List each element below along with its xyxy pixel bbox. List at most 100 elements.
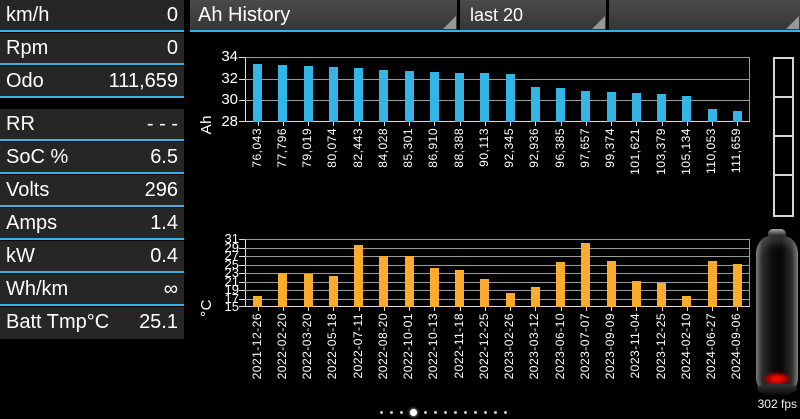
y-tick-label: 31 — [224, 231, 239, 246]
telemetry-label: km/h — [6, 3, 50, 26]
bar — [455, 73, 465, 122]
page-dot — [484, 410, 487, 414]
x-tick-mark — [485, 307, 486, 311]
x-tick-label-text: 97,657 — [578, 128, 592, 168]
x-tick-label-text: 90,113 — [477, 128, 491, 167]
y-axis-title-text: °C — [198, 299, 215, 317]
chart-type-spinner[interactable]: Ah History — [190, 0, 457, 30]
bar — [404, 256, 414, 307]
x-tick-label: 80,074 — [325, 128, 339, 173]
x-tick-mark — [434, 307, 435, 311]
bar — [732, 264, 742, 307]
sidebar-row-speed: km/h 0 — [0, 0, 184, 32]
x-tick-label-text: 80,074 — [325, 128, 339, 168]
x-tick-mark — [485, 122, 486, 126]
x-tick-label-text: 2023-11-04 — [628, 313, 642, 379]
bar — [455, 270, 465, 307]
sidebar-row-amps: Amps 1.4 — [0, 208, 184, 240]
y-tick-mark — [239, 248, 245, 249]
x-tick-mark — [712, 307, 713, 311]
x-tick-mark — [535, 307, 536, 311]
y-tick-mark — [239, 239, 245, 240]
x-tick-label-text: 2022-02-20 — [275, 313, 289, 380]
battery-temp-chart[interactable]: 15 17 19 21 23 25 27 29 31 2021-12-26 2022-02-20 20… — [198, 231, 750, 379]
x-tick-label: 2022-05-18 — [325, 313, 339, 384]
x-tick-label-text: 92,345 — [502, 128, 516, 168]
gridline — [245, 290, 750, 291]
telemetry-label: Batt Tmp°C — [6, 310, 110, 333]
telemetry-value: 111,659 — [108, 69, 178, 92]
x-tick-label: 84,028 — [376, 128, 390, 173]
gridline — [245, 265, 750, 266]
x-tick-label: 97,657 — [578, 128, 592, 173]
x-tick-label: 2022-08-20 — [376, 313, 390, 384]
sidebar-row-wh-per-km: Wh/km ∞ — [0, 274, 184, 306]
bar — [556, 262, 566, 307]
x-tick-mark — [737, 307, 738, 311]
x-tick-label-text: 85,301 — [401, 128, 415, 168]
page-dot — [424, 410, 427, 414]
y-tick-mark — [239, 306, 245, 307]
x-tick-label-text: 2022-05-18 — [325, 313, 339, 380]
x-tick-label: 82,443 — [351, 128, 365, 173]
bar — [707, 261, 717, 307]
x-tick-mark — [409, 122, 410, 126]
x-tick-label-text: 96,385 — [553, 128, 567, 168]
gridline — [245, 256, 750, 257]
x-tick-label-text: 110,053 — [704, 128, 718, 174]
x-tick-mark — [359, 122, 360, 126]
y-tick-mark — [239, 121, 245, 122]
y-tick-label: 29 — [224, 240, 239, 255]
page-indicator[interactable] — [380, 407, 507, 417]
x-tick-mark — [409, 307, 410, 311]
x-tick-label: 2023-03-12 — [527, 313, 541, 384]
bar — [657, 94, 667, 122]
x-tick-label: 2023-06-10 — [553, 313, 567, 384]
x-tick-label-text: 88,388 — [452, 128, 466, 168]
x-tick-mark — [636, 307, 637, 311]
y-tick-label: 34 — [221, 48, 238, 65]
battery-level-gauge — [756, 229, 798, 395]
x-tick-label-text: 2023-06-10 — [553, 313, 567, 380]
telemetry-value: 296 — [144, 178, 178, 201]
ah-history-chart[interactable]: 28 30 32 34 76,043 77,796 79,019 80,074 82,443 84… — [198, 48, 750, 175]
bar — [505, 74, 515, 122]
x-tick-label-text: 2024-09-06 — [729, 313, 743, 380]
x-tick-mark — [712, 122, 713, 126]
x-axis-line — [245, 306, 750, 307]
bar — [530, 287, 540, 307]
x-tick-mark — [510, 307, 511, 311]
bar — [606, 92, 616, 122]
x-tick-mark — [561, 307, 562, 311]
x-tick-label: 2022-02-20 — [275, 313, 289, 384]
chart-header-bar: Ah History last 20 — [190, 0, 800, 32]
y-tick-label: 30 — [221, 91, 238, 108]
x-tick-mark — [333, 122, 334, 126]
bar — [253, 64, 263, 122]
telemetry-value: ∞ — [163, 277, 178, 300]
x-tick-mark — [687, 122, 688, 126]
segment-gauge-cell — [775, 137, 792, 176]
display-spinner[interactable] — [609, 0, 800, 30]
x-tick-label-text: 82,443 — [351, 128, 365, 168]
x-tick-mark — [258, 122, 259, 126]
bar — [303, 66, 313, 122]
page-dot-active — [410, 408, 417, 416]
gridline — [245, 299, 750, 300]
y-tick-label: 17 — [224, 291, 239, 306]
x-tick-label: 77,796 — [275, 128, 289, 173]
x-tick-label: 103,379 — [654, 128, 668, 180]
sidebar-row-odometer: Odo 111,659 — [0, 66, 184, 98]
page-dot — [380, 410, 383, 414]
x-tick-label-text: 2023-12-25 — [654, 313, 668, 380]
bar — [606, 261, 616, 307]
page-dot — [474, 410, 477, 414]
x-tick-mark — [460, 307, 461, 311]
range-spinner[interactable]: last 20 — [460, 0, 606, 30]
telemetry-label: Odo — [6, 69, 44, 92]
y-tick-label: 15 — [224, 299, 239, 314]
bar — [354, 68, 364, 122]
y-tick-label: 21 — [224, 274, 239, 289]
x-tick-mark — [586, 307, 587, 311]
y-axis-title: Ah — [198, 115, 215, 139]
